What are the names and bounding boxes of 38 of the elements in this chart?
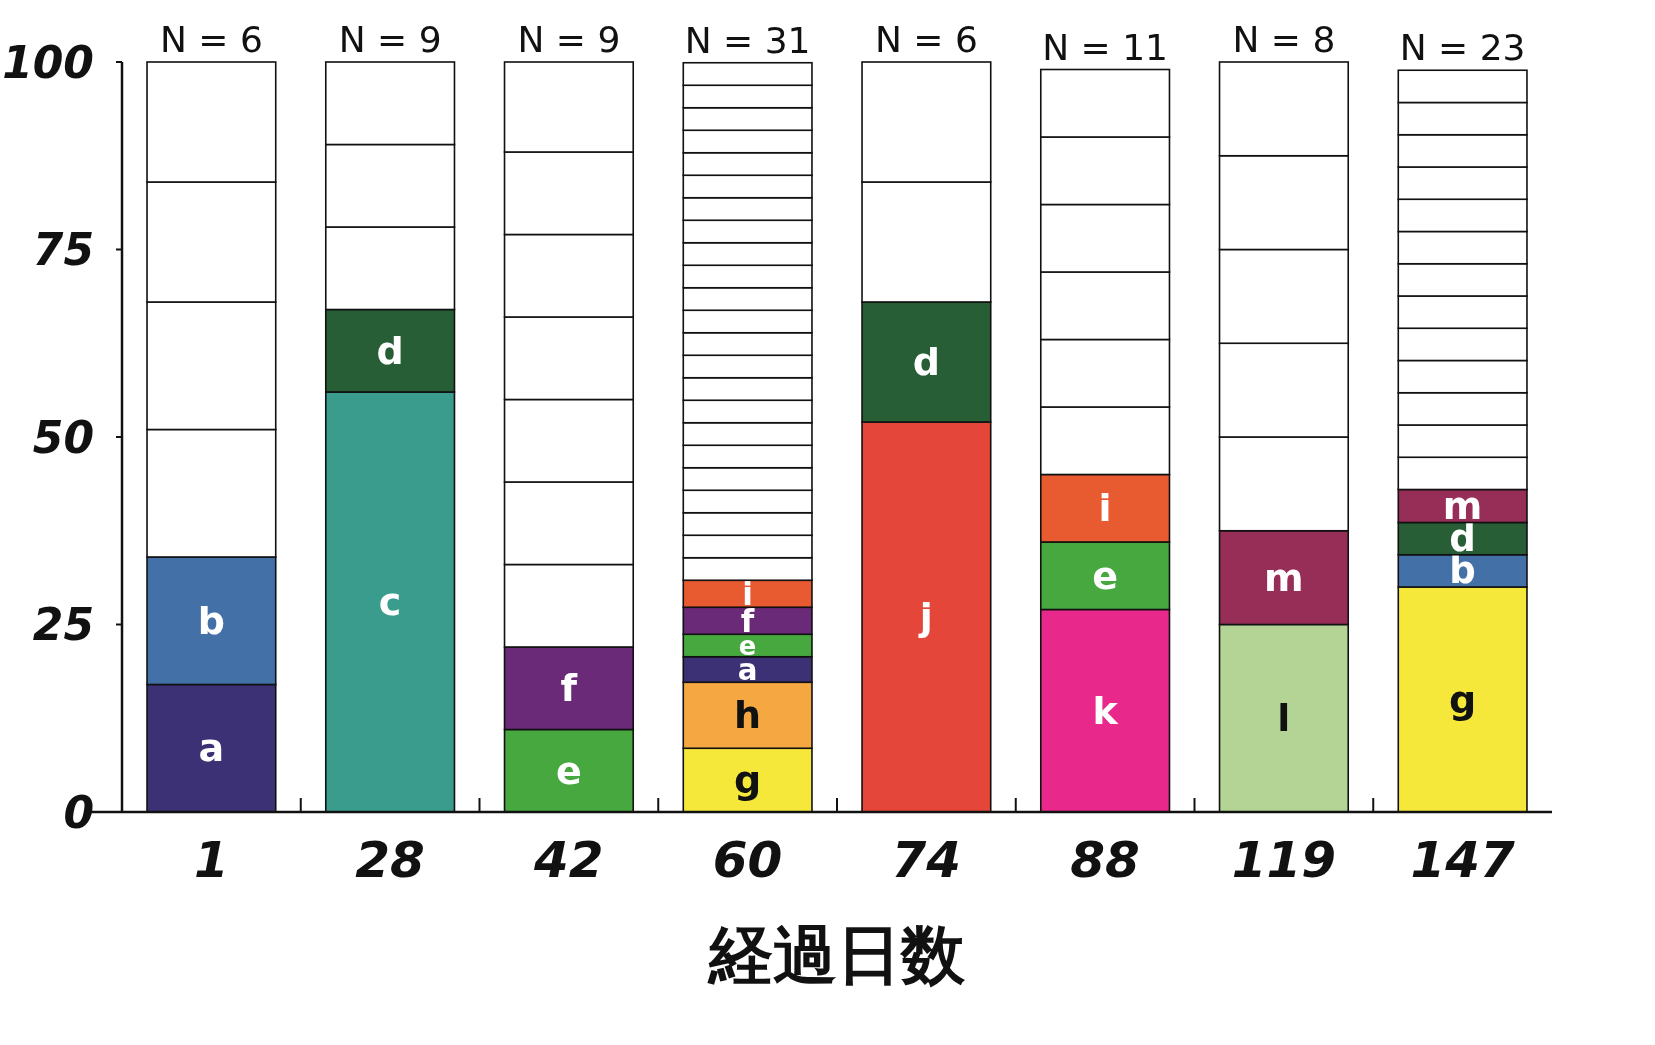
data-label: j — [917, 595, 933, 639]
x-tick-label: 119 — [1231, 831, 1337, 889]
data-label: g — [734, 758, 762, 803]
x-tick-label: 88 — [1070, 831, 1140, 889]
annotation: N = 9 — [338, 19, 442, 60]
x-tick-label: 60 — [712, 831, 783, 889]
data-label: e — [1092, 553, 1119, 598]
y-tick-label: 0 — [63, 786, 94, 838]
annotation: N = 31 — [684, 19, 811, 61]
y-tick-label: 100 — [2, 36, 94, 88]
annotation: N = 8 — [1232, 19, 1336, 60]
data-label: k — [1092, 688, 1119, 733]
data-label: c — [378, 580, 402, 624]
annotation: N = 23 — [1399, 27, 1526, 69]
x-tick-label: 1 — [193, 831, 229, 889]
annotation: N = 6 — [874, 19, 978, 60]
data-label: d — [912, 340, 940, 384]
data-label: g — [1449, 677, 1477, 722]
data-label: e — [555, 748, 582, 793]
y-tick-label: 75 — [32, 224, 94, 275]
annotation: N = 11 — [1042, 26, 1169, 68]
x-axis-title: 経過日数 — [707, 918, 966, 992]
data-label: i — [1098, 486, 1112, 531]
x-tick-label: 147 — [1410, 831, 1516, 889]
annotation: N = 6 — [159, 19, 263, 60]
data-label: d — [376, 328, 404, 373]
data-label: b — [197, 598, 225, 643]
annotation: N = 9 — [517, 19, 621, 60]
x-tick-label: 42 — [533, 831, 604, 889]
x-tick-label: 28 — [355, 831, 425, 889]
x-tick-label: 74 — [891, 831, 962, 889]
y-tick-label: 50 — [32, 411, 94, 463]
data-label: h — [734, 693, 762, 738]
data-label: a — [198, 726, 225, 771]
data-label: m — [1264, 555, 1304, 600]
data-label: f — [560, 666, 578, 711]
data-label: l — [1277, 696, 1291, 741]
y-tick-label: 25 — [32, 599, 94, 650]
